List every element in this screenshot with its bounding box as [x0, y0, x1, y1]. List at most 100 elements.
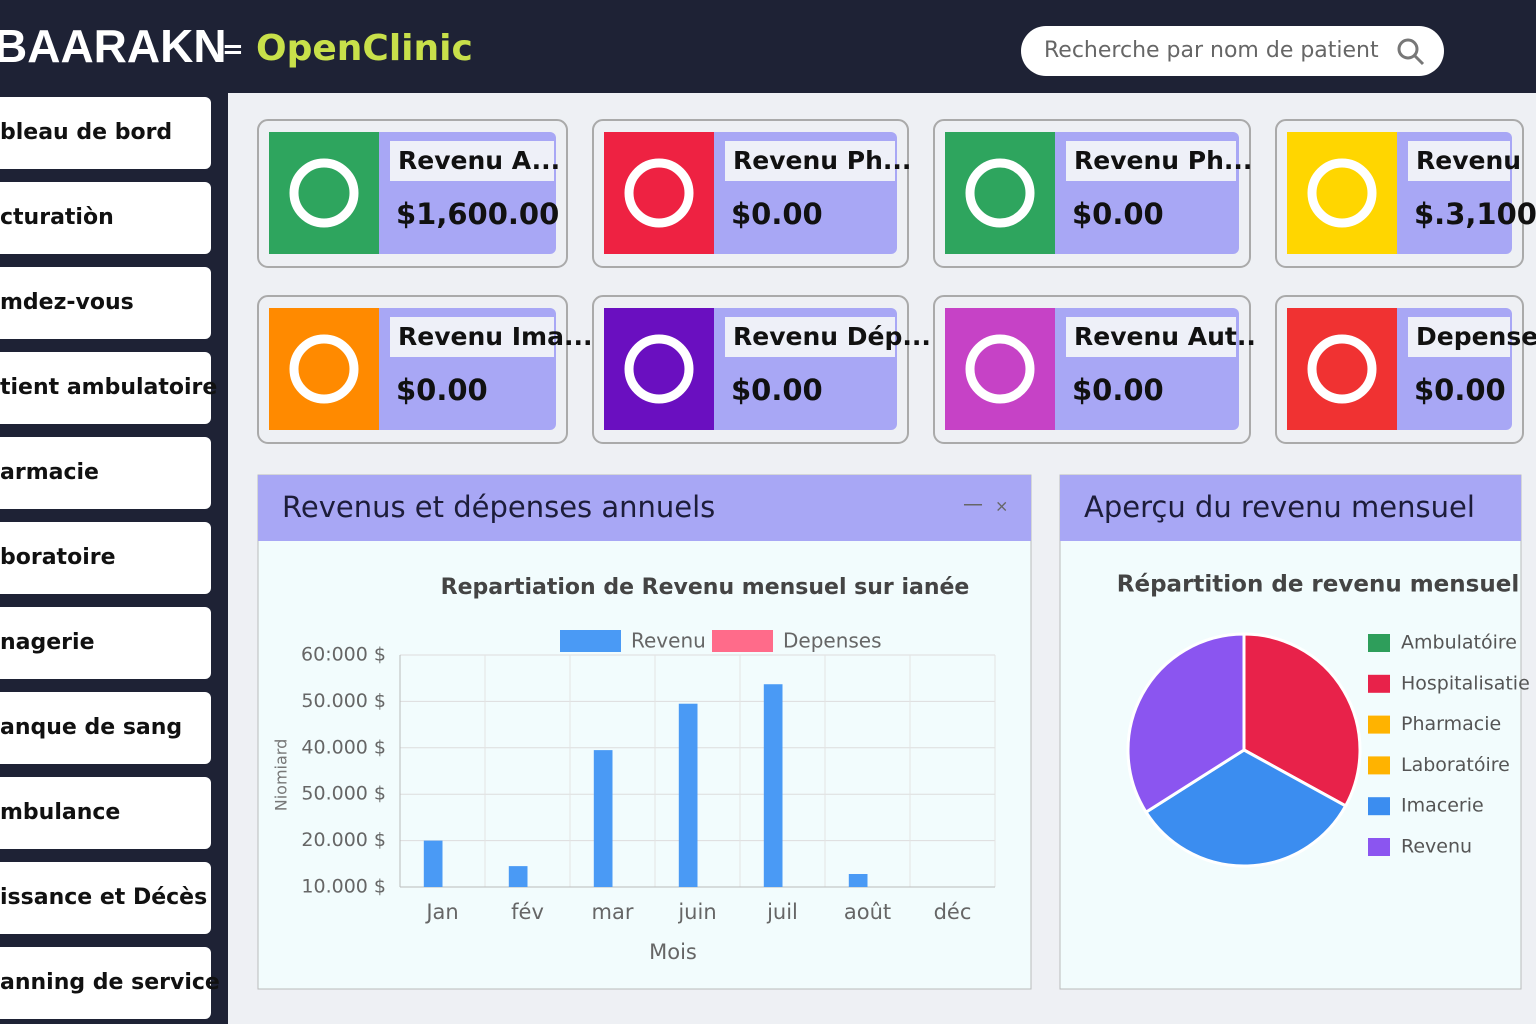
card-title-bg	[1066, 317, 1236, 357]
nav-label: anning de service	[0, 970, 220, 995]
legend-swatch	[560, 630, 621, 652]
x-tick-label: juin	[677, 900, 716, 924]
card-title: Revenu A...	[398, 146, 560, 175]
legend-swatch	[1368, 634, 1390, 652]
legend-label: Revenu	[631, 629, 706, 653]
legend-label: Imacerie	[1401, 795, 1484, 817]
panel	[257, 474, 1032, 990]
x-axis-label: Mois	[649, 940, 697, 964]
legend-label: Depenses	[783, 629, 882, 653]
nav-item[interactable]	[0, 352, 211, 424]
search-placeholder: Recherche par nom de patient	[1044, 38, 1379, 63]
search-icon[interactable]	[1397, 38, 1419, 60]
card-value: $0.00	[1072, 373, 1164, 407]
card-icon	[965, 334, 1035, 404]
nav-item[interactable]	[0, 692, 211, 764]
card-icon	[624, 334, 694, 404]
card-value: $.3,10000	[1414, 197, 1536, 231]
card-title: Revenu Dép...	[733, 322, 931, 351]
x-tick-label: déc	[934, 900, 972, 924]
brand: BAARAKN	[0, 20, 227, 72]
legend-label: Laboratóire	[1401, 754, 1510, 776]
nav-label: tient ambulatoire	[0, 375, 217, 400]
menu-icon[interactable]: =	[222, 35, 244, 65]
card-title-bg	[725, 141, 895, 181]
y-tick-label: 50.000 $	[301, 690, 386, 712]
nav-item[interactable]	[0, 437, 211, 509]
app-name: OpenClinic	[256, 28, 473, 69]
nav-label: boratoire	[0, 545, 116, 570]
nav-item[interactable]	[0, 862, 211, 934]
legend-label: Ambulatóire	[1401, 632, 1517, 654]
nav-label: mdez-vous	[0, 290, 134, 315]
nav-label: bleau de bord	[0, 120, 172, 145]
card-title-bg	[1066, 141, 1236, 181]
card-value: $0.00	[731, 373, 823, 407]
bar	[763, 684, 783, 887]
card-title: Revenu Ph...	[1074, 146, 1252, 175]
card-icon-bg	[1287, 132, 1397, 254]
bar	[678, 703, 698, 887]
card-title: Depenses	[1416, 322, 1536, 351]
pie-slice	[1242, 632, 1362, 808]
card-title: Revenu Aut..	[1074, 322, 1256, 351]
legend-swatch	[1368, 715, 1390, 734]
card-icon	[289, 158, 359, 228]
legend-label: Hospitalisatie	[1401, 672, 1530, 694]
legend-label: Pharmacie	[1401, 713, 1501, 735]
bar	[423, 840, 443, 887]
panel-title: Aperçu du revenu mensuel	[1084, 490, 1475, 524]
nav-item[interactable]	[0, 267, 211, 339]
card-value: $1,600.00	[396, 197, 559, 231]
pie-slice	[1126, 632, 1246, 815]
legend-swatch	[1368, 756, 1390, 775]
card-title-bg	[725, 317, 895, 357]
y-tick-label: 50.000 $	[301, 783, 386, 805]
nav-item[interactable]	[0, 522, 211, 594]
card-icon-bg	[945, 132, 1055, 254]
bar	[508, 866, 528, 887]
legend-swatch	[712, 630, 773, 652]
card-value: $0.00	[731, 197, 823, 231]
nav-label: armacie	[0, 460, 99, 485]
chart-title: Repartiation de Revenu mensuel sur ianée	[441, 575, 970, 600]
chart-title: Répartition de revenu mensuel	[1117, 572, 1519, 598]
card-icon	[624, 158, 694, 228]
nav-item[interactable]	[0, 777, 211, 849]
card-title-bg	[390, 317, 554, 357]
y-axis-label: Niomiard	[272, 739, 291, 812]
x-tick-label: mar	[592, 900, 634, 924]
panel-title: Revenus et dépenses annuels	[282, 490, 715, 524]
search-box[interactable]	[1021, 26, 1444, 76]
card-value: $0.00	[1072, 197, 1164, 231]
card-icon-bg	[604, 308, 714, 430]
card-title-bg	[1408, 317, 1510, 357]
x-tick-label: août	[844, 900, 891, 924]
legend-swatch	[1368, 838, 1390, 856]
card-title: Revenu Ima...	[398, 322, 592, 351]
panel-header	[1060, 475, 1521, 541]
nav-label: mbulance	[0, 800, 120, 825]
legend-swatch	[1368, 674, 1390, 693]
minimize[interactable]: —	[963, 492, 983, 516]
x-tick-label: fév	[511, 900, 544, 924]
x-tick-label: Jan	[424, 900, 458, 924]
card-icon	[1307, 334, 1377, 404]
nav-item[interactable]	[0, 182, 211, 254]
card-icon-bg	[604, 132, 714, 254]
y-tick-label: 60:000 $	[301, 644, 386, 666]
card-value: $0.00	[1414, 373, 1506, 407]
search-icon	[1413, 54, 1425, 66]
nav-item[interactable]	[0, 947, 211, 1019]
nav-item[interactable]	[0, 607, 211, 679]
x-tick-label: juil	[766, 900, 798, 924]
nav-label: anque de sang	[0, 715, 182, 740]
y-tick-label: 20.000 $	[301, 829, 386, 851]
nav-item[interactable]	[0, 97, 211, 169]
y-tick-label: 40.000 $	[301, 736, 386, 758]
close[interactable]: ×	[995, 497, 1008, 516]
card-title: Revenu	[1416, 146, 1521, 175]
card-icon-bg	[945, 308, 1055, 430]
card-title-bg	[390, 141, 554, 181]
